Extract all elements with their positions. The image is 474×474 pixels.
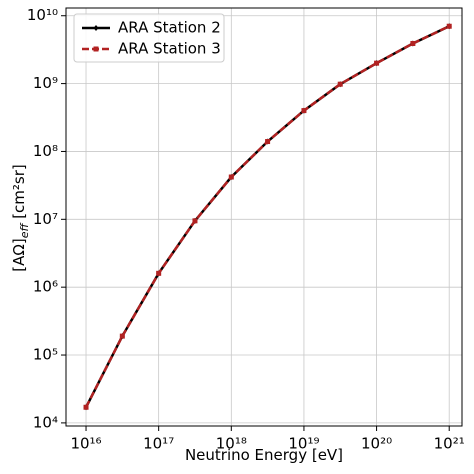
y-label-main: [AΩ]: [10, 238, 28, 271]
y-tick-label: 10⁸: [33, 142, 58, 160]
marker: [156, 270, 162, 276]
marker: [446, 23, 452, 29]
legend-frame: [73, 13, 225, 63]
marker: [410, 40, 416, 46]
legend: ARA Station 2 ARA Station 3: [73, 13, 225, 63]
x-tick-label: 10¹⁸: [216, 435, 247, 453]
y-tick-label: 10¹⁰: [27, 6, 58, 24]
x-tick-label: 10²¹: [434, 435, 465, 453]
legend-label: ARA Station 3: [118, 40, 221, 58]
y-label-unit: [cm²sr]: [10, 164, 28, 223]
marker: [83, 404, 89, 410]
y-axis-label: [AΩ]eff [cm²sr]: [10, 164, 31, 271]
marker: [228, 174, 234, 180]
x-axis-label: Neutrino Energy [eV]: [185, 446, 343, 464]
x-tick-label: 10¹⁹: [288, 435, 319, 453]
y-label-subscript: eff: [18, 223, 31, 239]
legend-label: ARA Station 2: [118, 19, 221, 37]
y-tick-label: 10⁹: [33, 74, 58, 92]
y-tick-label: 10⁵: [33, 346, 58, 364]
y-tick-label: 10⁶: [33, 278, 58, 296]
marker: [374, 60, 380, 66]
marker: [192, 218, 198, 224]
marker: [93, 46, 99, 52]
y-tick-label: 10⁷: [33, 210, 58, 228]
x-tick-label: 10²⁰: [361, 435, 392, 453]
plot-frame: [65, 7, 463, 427]
marker: [265, 139, 271, 145]
x-tick-label: 10¹⁷: [143, 435, 174, 453]
marker: [119, 333, 125, 339]
marker: [301, 108, 307, 114]
y-tick-label: 10⁴: [33, 413, 58, 431]
x-tick-label: 10¹⁶: [70, 435, 101, 453]
marker: [93, 25, 99, 31]
marker: [337, 81, 343, 87]
